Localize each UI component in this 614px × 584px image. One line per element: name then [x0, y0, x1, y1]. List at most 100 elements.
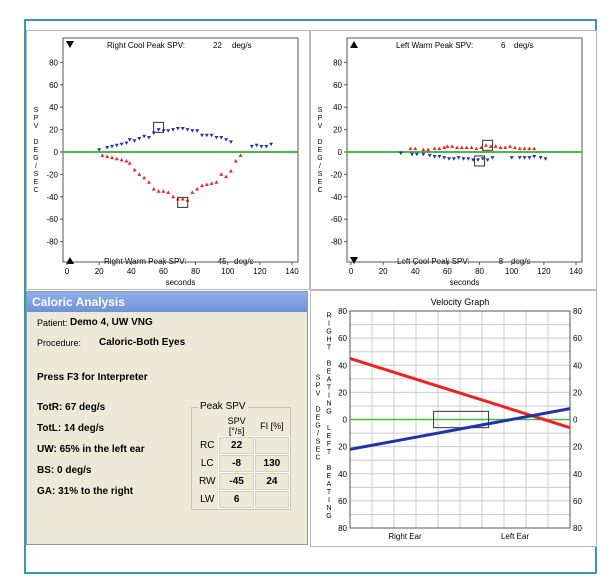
data-point: [171, 128, 176, 132]
x-tick-label: 80: [475, 267, 484, 276]
data-point: [410, 152, 415, 157]
data-point: [249, 144, 254, 149]
left-beating-letter: B: [327, 465, 332, 472]
data-point: [254, 143, 259, 148]
data-point: [161, 189, 166, 193]
data-point: [156, 189, 161, 193]
y-tick-label: 60: [333, 81, 342, 90]
y-axis-title-letter: V: [34, 123, 39, 130]
y-axis-title-letter: S: [34, 107, 39, 114]
y-axis-title-letter: E: [318, 179, 323, 186]
left-beating-letter: E: [327, 433, 332, 440]
data-point: [517, 156, 522, 160]
x-tick-label: 40: [411, 267, 420, 276]
data-point: [426, 147, 431, 152]
y-tick-label: -40: [46, 193, 58, 202]
data-point: [488, 144, 493, 148]
data-point: [190, 190, 195, 194]
row-label: RW: [199, 476, 216, 487]
data-point: [398, 151, 403, 156]
left-beating-letter: T: [327, 449, 332, 456]
left-y-tick-label: 20: [338, 443, 347, 452]
data-point: [100, 153, 105, 157]
y-axis-title-letter: S: [318, 107, 323, 114]
data-point: [532, 154, 537, 159]
top-value: 6: [501, 41, 506, 50]
table-row: LW 6: [196, 490, 291, 509]
plot-area: [346, 37, 583, 263]
data-point: [146, 135, 151, 140]
data-point: [209, 133, 214, 138]
data-point: [151, 186, 156, 191]
caloric-analysis-window: Caloric Analysis Patient: Demo 4, UW VNG…: [26, 291, 308, 545]
y-axis-title-letter: P: [34, 115, 39, 122]
spv-cell: 6: [218, 490, 255, 509]
data-point: [421, 152, 426, 157]
data-point: [156, 128, 161, 132]
velocity-graph-panel: Velocity Graph 80 80 60 60 40 40 20 20 0 0 20 20 40 40…: [310, 290, 597, 547]
right-beating-letter: I: [328, 320, 330, 327]
data-point: [238, 153, 243, 157]
data-point: [105, 154, 110, 158]
data-point: [455, 145, 460, 150]
procedure-label: Procedure:: [37, 338, 82, 348]
y-tick-label: -80: [46, 238, 58, 247]
x-label-right-ear: Right Ear: [388, 532, 422, 541]
fi-cell: 24: [253, 472, 291, 491]
right-beating-letter: H: [326, 336, 331, 343]
left-y-tick-label: 20: [338, 388, 347, 397]
data-point: [522, 156, 527, 160]
left-y-tick-label: 80: [338, 524, 347, 533]
right-beating-letter: T: [327, 344, 332, 351]
data-point: [451, 157, 456, 161]
result-totr: TotR: 67 deg/s: [37, 402, 106, 413]
y-tick-label: -20: [46, 170, 58, 179]
down-triangle-icon: [350, 257, 358, 264]
data-point: [204, 133, 209, 138]
data-point: [466, 157, 471, 161]
data-point: [512, 145, 517, 150]
top-unit: deg/s: [232, 41, 252, 50]
data-point: [509, 156, 514, 160]
right-ear-scatter-chart: Right Cool Peak SPV: 22 deg/s Right Warm…: [33, 37, 299, 287]
right-beating-letter: A: [327, 376, 332, 383]
spv-cell: -45: [218, 472, 255, 491]
y-tick-label: 20: [333, 126, 342, 135]
data-point: [493, 144, 498, 148]
left-beating-letter: I: [328, 497, 330, 504]
y-axis-title-letter: S: [316, 375, 321, 382]
top-label: Right Cool Peak SPV:: [107, 41, 185, 50]
right-beating-letter: T: [327, 384, 332, 391]
top-unit: deg/s: [514, 41, 534, 50]
data-point: [124, 141, 129, 146]
data-point: [119, 142, 124, 147]
data-point: [484, 143, 488, 147]
y-tick-label: 20: [49, 126, 58, 135]
y-axis-title-letter: C: [317, 187, 322, 194]
y-tick-label: -60: [46, 215, 58, 224]
data-point: [459, 145, 464, 150]
y-axis-title-letter: P: [318, 115, 323, 122]
y-tick-label: 80: [49, 58, 58, 67]
data-point: [114, 143, 119, 148]
left-y-tick-label: 40: [338, 361, 347, 370]
y-axis-title-letter: V: [316, 391, 321, 398]
data-point: [97, 148, 102, 152]
y-axis-title-letter: P: [316, 383, 321, 390]
data-point: [469, 145, 474, 150]
peak-marker: [482, 139, 494, 151]
right-ear-plot-panel: Right Cool Peak SPV: 22 deg/s Right Warm…: [26, 30, 310, 290]
data-point: [437, 146, 442, 151]
data-point: [224, 138, 229, 142]
data-point: [195, 186, 200, 191]
table-row: RC 22: [196, 436, 291, 455]
x-tick-label: 60: [159, 267, 168, 276]
data-point: [269, 142, 274, 147]
left-y-tick-label: 60: [338, 497, 347, 506]
data-point: [219, 172, 224, 176]
plot-area: [62, 37, 299, 263]
left-y-tick-label: 0: [343, 416, 348, 425]
data-point: [408, 146, 413, 151]
data-point: [450, 144, 455, 148]
data-point: [195, 129, 200, 133]
